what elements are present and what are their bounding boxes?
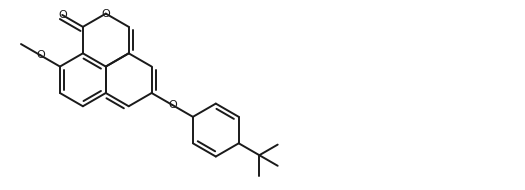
Text: O: O <box>58 10 67 20</box>
Text: O: O <box>168 100 176 110</box>
Text: O: O <box>101 9 110 19</box>
Text: O: O <box>36 50 45 60</box>
